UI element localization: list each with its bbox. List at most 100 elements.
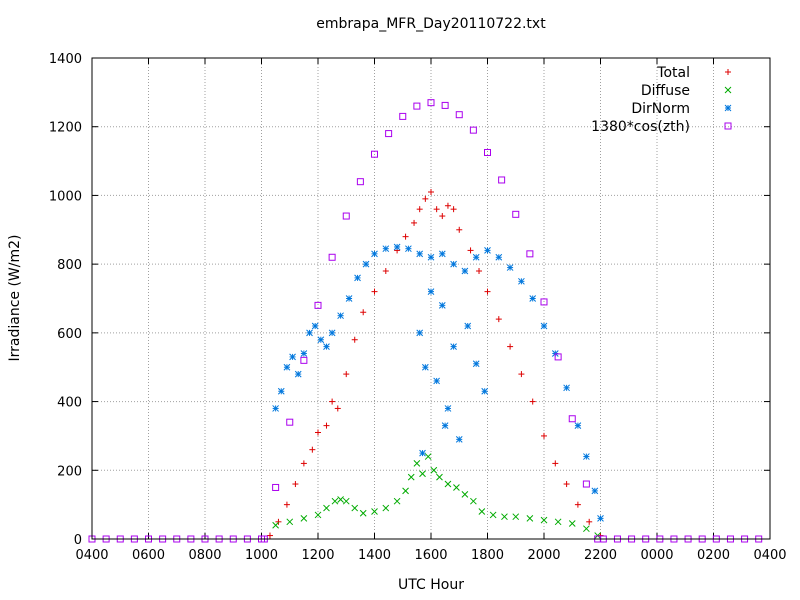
- x-tick-label: 0800: [188, 548, 221, 563]
- data-point: [382, 504, 390, 512]
- data-point: [540, 516, 548, 524]
- plot-series: [88, 99, 763, 543]
- data-point: [554, 353, 562, 361]
- data-point: [300, 515, 308, 522]
- data-point: [472, 253, 480, 261]
- x-tick-label: 0400: [753, 548, 786, 563]
- data-point: [411, 219, 418, 226]
- data-point: [444, 480, 452, 488]
- data-point: [461, 490, 469, 498]
- data-point: [583, 453, 590, 460]
- data-point: [455, 436, 463, 443]
- x-tick-label: 0000: [640, 548, 673, 563]
- data-point: [413, 460, 421, 467]
- data-point: [450, 260, 457, 268]
- data-point: [512, 210, 520, 218]
- data-point: [317, 336, 325, 344]
- y-tick-label: 0: [74, 533, 82, 548]
- data-point: [416, 206, 423, 213]
- data-point: [314, 301, 322, 309]
- y-tick-label: 1200: [49, 121, 82, 136]
- data-point: [272, 405, 279, 412]
- data-point: [484, 247, 491, 254]
- data-point: [478, 508, 486, 515]
- data-point: [455, 111, 463, 119]
- data-point: [382, 245, 390, 253]
- data-point: [371, 288, 378, 295]
- data-point: [371, 250, 378, 258]
- data-point: [421, 363, 429, 371]
- data-point: [476, 268, 483, 275]
- data-point: [286, 418, 294, 426]
- data-point: [337, 496, 344, 503]
- x-tick-label: 1000: [245, 548, 278, 563]
- legend: Total Diffuse DirNorm 1380*cos(zth): [591, 65, 732, 135]
- x-tick-label: 2200: [584, 548, 617, 563]
- data-point: [413, 102, 421, 110]
- data-point: [300, 356, 308, 364]
- data-point: [416, 329, 424, 337]
- data-point: [275, 518, 282, 525]
- data-point: [272, 521, 279, 529]
- data-point: [428, 188, 434, 195]
- data-point: [563, 481, 570, 488]
- data-point: [266, 532, 273, 539]
- data-point: [292, 481, 299, 488]
- data-point: [277, 387, 285, 395]
- data-point: [464, 322, 472, 330]
- data-point: [345, 295, 353, 302]
- data-point: [362, 260, 370, 268]
- data-point: [438, 302, 446, 309]
- data-point: [323, 343, 330, 350]
- data-point: [272, 483, 280, 491]
- legend-marker: [724, 122, 732, 130]
- legend-label: DirNorm: [631, 101, 690, 117]
- data-point: [337, 312, 344, 320]
- data-point: [351, 336, 358, 343]
- data-point: [399, 112, 407, 120]
- legend-marker: [724, 86, 732, 94]
- x-tick-label: 0600: [132, 548, 165, 563]
- data-point: [597, 515, 604, 522]
- x-tick-label: 2000: [527, 548, 560, 563]
- data-point: [489, 511, 497, 519]
- data-point: [456, 226, 463, 233]
- data-point: [529, 398, 536, 405]
- data-point: [359, 509, 367, 517]
- data-point: [518, 277, 525, 285]
- data-point: [328, 329, 336, 337]
- data-point: [444, 405, 452, 412]
- data-point: [371, 508, 378, 515]
- data-point: [506, 264, 514, 271]
- legend-marker: [724, 104, 732, 112]
- y-tick-label: 200: [57, 464, 82, 479]
- data-point: [342, 212, 350, 220]
- data-point: [529, 295, 537, 302]
- data-point: [461, 267, 469, 275]
- data-point: [512, 513, 520, 521]
- data-point: [342, 497, 350, 505]
- data-point: [300, 350, 308, 357]
- data-point: [450, 343, 457, 350]
- data-point: [540, 322, 548, 330]
- data-point: [568, 415, 576, 423]
- data-point: [283, 501, 290, 508]
- data-point: [385, 130, 393, 138]
- x-axis: 0400 0600 0800 1000 1200 1400 1600 1800 2000 2200…: [75, 58, 787, 563]
- x-tick-label: 1600: [414, 548, 447, 563]
- data-point: [438, 250, 446, 258]
- data-point: [467, 247, 474, 254]
- data-point: [470, 497, 477, 505]
- series-2: [272, 243, 604, 522]
- data-point: [354, 274, 361, 282]
- data-point: [343, 371, 350, 378]
- data-point: [424, 453, 432, 460]
- data-point: [433, 377, 441, 385]
- data-point: [334, 405, 341, 412]
- data-point: [382, 268, 389, 275]
- plot-frame: [91, 57, 771, 540]
- y-axis-title: Irradiance (W/m2): [7, 235, 23, 362]
- data-point: [328, 253, 336, 261]
- data-point: [300, 460, 307, 467]
